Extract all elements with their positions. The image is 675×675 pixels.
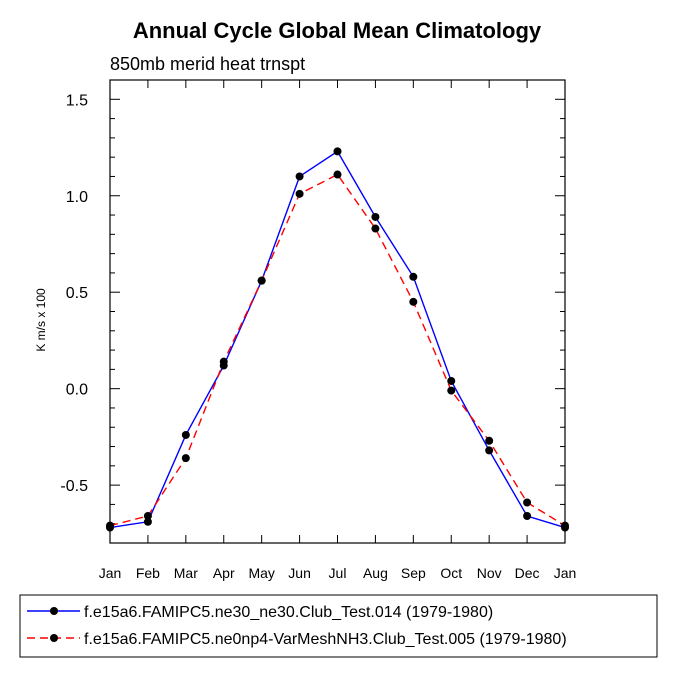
chart-title: Annual Cycle Global Mean Climatology — [133, 18, 542, 43]
series-line-1 — [109, 150, 566, 529]
legend: f.e15a6.FAMIPC5.ne30_ne30.Club_Test.014 … — [27, 604, 567, 648]
y-tick-label: 0.0 — [66, 382, 88, 399]
series-1-point — [523, 511, 532, 520]
series-2-point — [447, 386, 456, 395]
series-1-point — [295, 172, 304, 181]
x-tick-label: May — [248, 565, 274, 581]
series-1-point — [143, 517, 152, 526]
x-tick-label: Jan — [554, 565, 577, 581]
series-1-point — [447, 376, 456, 385]
series-1-point — [485, 446, 494, 455]
series-2-point — [257, 276, 266, 285]
y-tick-label: 0.5 — [66, 285, 88, 302]
legend-label-1: f.e15a6.FAMIPC5.ne30_ne30.Club_Test.014 … — [84, 604, 493, 621]
series-line-2 — [109, 173, 566, 527]
series-1-point — [181, 430, 190, 439]
legend-marker-1 — [50, 607, 58, 615]
x-tick-label: Dec — [515, 565, 540, 581]
x-tick-label: Mar — [174, 565, 198, 581]
series-2-point — [219, 357, 228, 366]
series-1-point — [371, 212, 380, 221]
x-tick-label: Nov — [477, 565, 502, 581]
y-tick-label: 1.0 — [66, 189, 88, 206]
legend-label-2: f.e15a6.FAMIPC5.ne0np4-VarMeshNH3.Club_T… — [84, 631, 567, 648]
series-2-point — [143, 511, 152, 520]
series-1-point — [333, 147, 342, 156]
series-2-point — [523, 498, 532, 507]
x-tick-label: Jan — [99, 565, 122, 581]
series-2-point — [181, 454, 190, 463]
series-2-point — [561, 521, 569, 530]
x-tick-label: Aug — [363, 565, 388, 581]
series-1-point — [409, 272, 418, 281]
x-tick-label: Feb — [136, 565, 160, 581]
series-2-point — [409, 297, 418, 306]
series-2-point — [485, 436, 494, 445]
x-tick-label: Sep — [401, 565, 426, 581]
legend-box — [19, 594, 658, 658]
x-tick-label: Apr — [213, 565, 235, 581]
x-tick-label: Jun — [288, 565, 311, 581]
series-layer — [106, 147, 569, 532]
series-2-point — [371, 224, 380, 233]
x-tick-label: Oct — [440, 565, 462, 581]
y-tick-label: -0.5 — [60, 478, 88, 495]
series-2-point — [106, 521, 114, 530]
x-tick-label: Jul — [329, 565, 347, 581]
chart-subtitle: 850mb merid heat trnspt — [110, 54, 305, 74]
axis-ticks: Jan Feb Mar Apr May Jun Jul Aug Sep Oct Nov Dec Jan -… — [60, 79, 577, 581]
series-2-point — [295, 189, 304, 198]
y-axis-label: K m/s x 100 — [34, 288, 48, 352]
series-2-point — [333, 170, 342, 179]
y-tick-label: 1.5 — [66, 92, 88, 109]
legend-marker-2 — [50, 634, 58, 642]
